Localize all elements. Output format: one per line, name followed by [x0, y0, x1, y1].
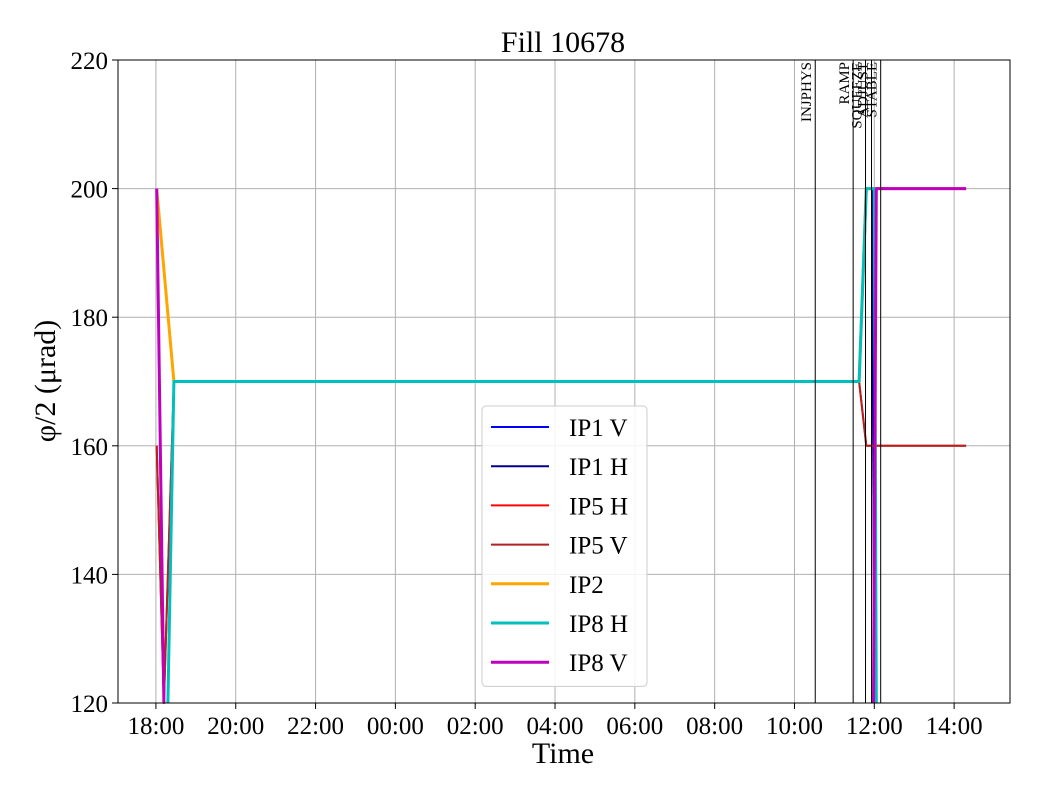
y-tick-label: 180 [71, 305, 109, 332]
x-tick-label: 18:00 [127, 713, 184, 740]
legend-label: IP5 V [569, 533, 628, 560]
x-tick-label: 12:00 [846, 713, 903, 740]
series-line-ip2 [155, 187, 967, 383]
x-axis-label: Time [532, 737, 594, 770]
x-axis-ticks: 18:00 20:00 22:00 00:00 02:00 04:00 06:00 08:00… [127, 703, 983, 740]
x-tick-label: 14:00 [926, 713, 983, 740]
legend: IP1 V IP1 H IP5 H IP5 V IP2 IP8 H IP8 V [481, 405, 648, 687]
chart-title: Fill 10678 [501, 26, 625, 59]
y-tick-label: 200 [71, 177, 109, 204]
legend-label: IP1 H [569, 454, 628, 481]
x-tick-label: 00:00 [367, 713, 424, 740]
marker-label-injphys: INJPHYS [799, 62, 815, 122]
x-tick-label: 06:00 [606, 713, 663, 740]
marker-label-squeeze: SQUEEZE [850, 62, 866, 129]
legend-label: IP5 H [569, 493, 628, 520]
legend-box [481, 405, 648, 687]
x-tick-label: 08:00 [686, 713, 743, 740]
marker-label-stable: STABLE [865, 62, 881, 117]
legend-label: IP1 V [569, 415, 628, 442]
x-tick-label: 20:00 [207, 713, 264, 740]
y-tick-label: 120 [71, 691, 109, 718]
marker-label-ramp: RAMP [837, 62, 853, 105]
legend-label: IP8 V [569, 650, 628, 677]
x-tick-label: 02:00 [447, 713, 504, 740]
series-line-ip8-v [872, 187, 967, 704]
x-tick-label: 10:00 [766, 713, 823, 740]
series-line-ip8-v [155, 188, 166, 704]
x-tick-label: 22:00 [287, 713, 344, 740]
x-tick-label: 04:00 [527, 713, 584, 740]
y-tick-label: 220 [71, 48, 109, 75]
series-layer [155, 187, 967, 704]
legend-label: IP8 H [569, 611, 628, 638]
y-tick-label: 160 [71, 434, 109, 461]
marker-label-adjust: ADJUST [856, 62, 872, 118]
y-tick-label: 140 [71, 562, 109, 589]
y-axis-ticks: 120 140 160 180 200 220 [71, 48, 118, 718]
legend-label: IP2 [569, 572, 604, 599]
y-axis-label: φ/2 (μrad) [29, 320, 62, 443]
plot-area-frame [117, 59, 1011, 704]
